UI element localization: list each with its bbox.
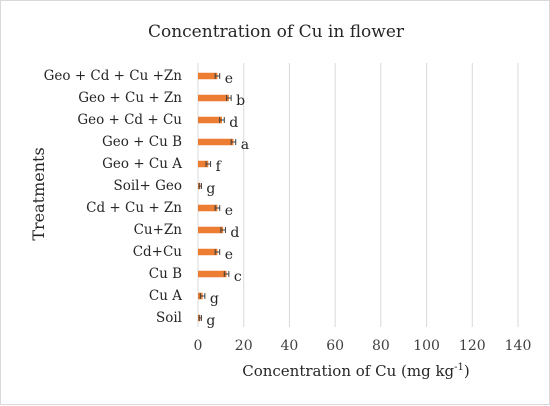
- significance-letter: g: [206, 181, 215, 197]
- bar: [198, 138, 234, 146]
- x-tick-label: 20: [235, 338, 253, 354]
- significance-letter: e: [225, 71, 233, 87]
- y-axis-label: Treatments: [29, 147, 48, 240]
- significance-letter: g: [210, 291, 219, 307]
- x-tick-label: 40: [281, 338, 299, 354]
- category-label: Geo + Cd + Cu +Zn: [44, 68, 183, 84]
- significance-letter: f: [216, 159, 223, 175]
- chart-title: Concentration of Cu in flower: [148, 22, 405, 42]
- x-axis-label: Concentration of Cu (mg kg-1): [242, 362, 470, 380]
- category-label: Cu A: [149, 288, 182, 304]
- category-label: Cd + Cu + Zn: [86, 200, 182, 216]
- x-tick-label: 120: [459, 338, 486, 354]
- category-label: Geo + Cu B: [102, 134, 182, 150]
- category-labels: Geo + Cd + Cu +Zn Geo + Cu + Zn Geo + Cd +…: [44, 68, 183, 326]
- category-label: Geo + Cd + Cu: [77, 112, 182, 128]
- gridlines: [197, 63, 519, 327]
- significance-letter: g: [206, 313, 215, 329]
- category-label: Cu B: [149, 266, 182, 282]
- x-axis-label-superscript: -1: [454, 362, 464, 373]
- significance-letter: e: [225, 203, 233, 219]
- x-tick-label: 100: [413, 338, 440, 354]
- bar: [198, 72, 218, 80]
- x-tick-label: 140: [505, 338, 532, 354]
- category-label: Soil+ Geo: [113, 178, 182, 194]
- category-label: Soil: [156, 310, 182, 326]
- category-label: Geo + Cu A: [102, 156, 182, 172]
- category-label: Cd+Cu: [133, 244, 183, 260]
- significance-letter: d: [229, 115, 238, 131]
- significance-letter: d: [230, 225, 239, 241]
- bar: [198, 204, 218, 212]
- x-tick-label: 60: [326, 338, 344, 354]
- significance-letter: e: [225, 247, 233, 263]
- x-tick-labels: 0 20 40 60 80 100 120 140: [194, 338, 532, 354]
- x-axis-label-suffix: ): [464, 362, 470, 380]
- x-tick-label: 80: [372, 338, 390, 354]
- significance-letter: c: [234, 269, 242, 285]
- bar: [198, 160, 209, 168]
- bar: [198, 116, 222, 124]
- significance-letter: b: [236, 93, 245, 109]
- significance-letter: a: [241, 137, 249, 153]
- x-tick-label: 0: [194, 338, 203, 354]
- bar: [198, 248, 218, 256]
- bar: [198, 226, 224, 234]
- bar: [198, 270, 227, 278]
- category-label: Geo + Cu + Zn: [78, 90, 182, 106]
- x-axis-label-text: Concentration of Cu (mg kg: [242, 362, 454, 380]
- bar: [198, 94, 229, 102]
- category-label: Cu+Zn: [134, 222, 183, 238]
